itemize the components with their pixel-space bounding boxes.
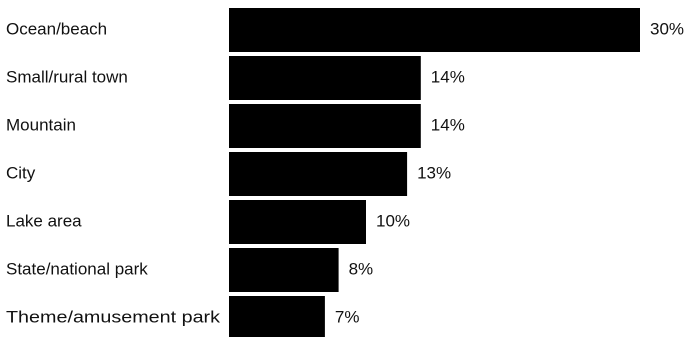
value-label-5: 8% — [349, 259, 374, 278]
category-label-5: State/national park — [6, 259, 148, 278]
value-label-4: 10% — [376, 211, 410, 230]
category-label-0: Ocean/beach — [6, 19, 107, 38]
bar-5 — [229, 248, 339, 292]
category-label-2: Mountain — [6, 115, 76, 134]
value-label-6: 7% — [335, 307, 360, 326]
category-label-1: Small/rural town — [6, 67, 128, 86]
bar-1 — [229, 56, 421, 100]
category-label-4: Lake area — [6, 211, 82, 230]
bar-6 — [229, 296, 325, 337]
value-label-1: 14% — [431, 67, 465, 86]
value-label-0: 30% — [650, 19, 684, 38]
value-labels-group: 30% 14% 14% 13% 10% 8% 7% — [335, 19, 684, 326]
value-label-2: 14% — [431, 115, 465, 134]
category-labels-group: Ocean/beach Small/rural town Mountain City L… — [6, 19, 221, 326]
value-label-3: 13% — [417, 163, 451, 182]
category-label-6: Theme/amusement park — [6, 307, 221, 326]
bar-3 — [229, 152, 408, 196]
bar-0 — [229, 8, 640, 52]
bar-4 — [229, 200, 366, 244]
bar-2 — [229, 104, 421, 148]
bars-group — [229, 8, 640, 337]
category-label-3: City — [6, 163, 36, 182]
